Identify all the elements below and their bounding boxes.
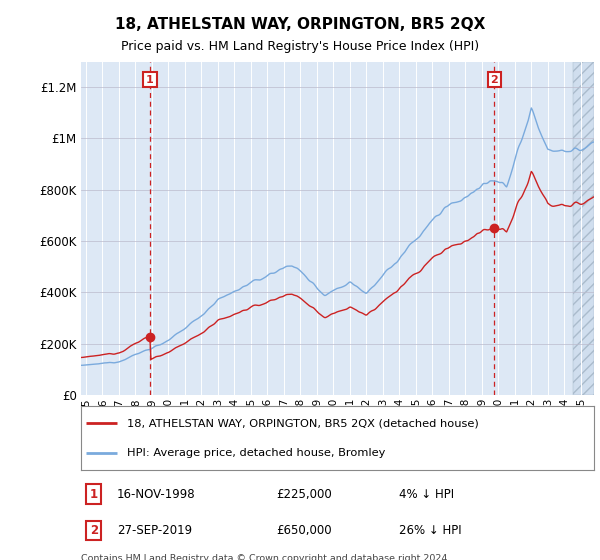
- Text: 27-SEP-2019: 27-SEP-2019: [117, 524, 192, 537]
- Text: £225,000: £225,000: [276, 488, 332, 501]
- Text: Contains HM Land Registry data © Crown copyright and database right 2024.
This d: Contains HM Land Registry data © Crown c…: [81, 554, 451, 560]
- Text: 1: 1: [90, 488, 98, 501]
- Text: 4% ↓ HPI: 4% ↓ HPI: [399, 488, 454, 501]
- Bar: [572, 62, 594, 395]
- Text: 2: 2: [90, 524, 98, 537]
- Text: 26% ↓ HPI: 26% ↓ HPI: [399, 524, 461, 537]
- Bar: [572, 62, 594, 395]
- Text: Price paid vs. HM Land Registry's House Price Index (HPI): Price paid vs. HM Land Registry's House …: [121, 40, 479, 53]
- Text: £650,000: £650,000: [276, 524, 332, 537]
- Text: 1: 1: [146, 74, 154, 85]
- Text: 16-NOV-1998: 16-NOV-1998: [117, 488, 196, 501]
- Text: 18, ATHELSTAN WAY, ORPINGTON, BR5 2QX: 18, ATHELSTAN WAY, ORPINGTON, BR5 2QX: [115, 17, 485, 32]
- Text: 2: 2: [490, 74, 498, 85]
- Text: HPI: Average price, detached house, Bromley: HPI: Average price, detached house, Brom…: [127, 448, 386, 458]
- Text: 18, ATHELSTAN WAY, ORPINGTON, BR5 2QX (detached house): 18, ATHELSTAN WAY, ORPINGTON, BR5 2QX (d…: [127, 418, 479, 428]
